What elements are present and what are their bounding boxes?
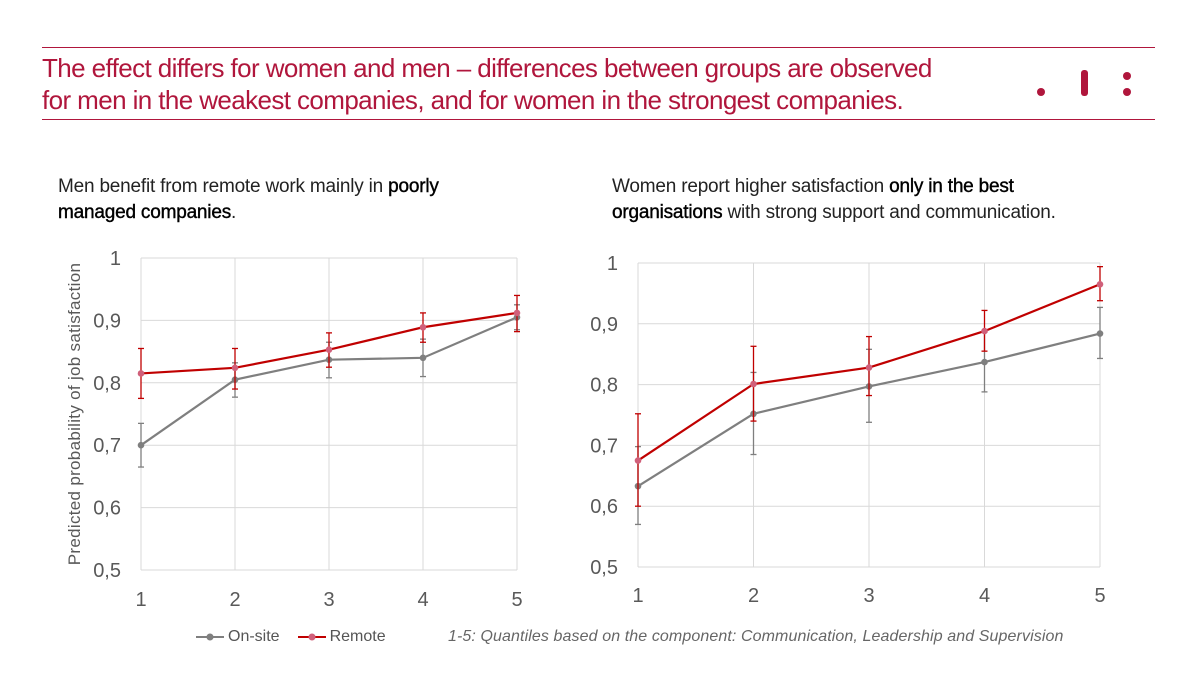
left-chart-subtitle: Men benefit from remote work mainly in p…: [58, 174, 528, 226]
data-point-remote: [981, 327, 988, 335]
page-title-line-2: for men in the weakest companies, and fo…: [42, 85, 904, 115]
data-point-onsite: [981, 358, 988, 366]
right-chart: 0,5 0,6 0,7 0,8 0,9 1 1 2 3 4 5: [590, 253, 1105, 607]
data-point-remote: [634, 457, 642, 464]
right-subtitle-end: with strong support and communication.: [722, 202, 1056, 223]
y-tick-label: 0,6: [590, 496, 618, 518]
page-title: The effect differs for women and men – d…: [42, 52, 1042, 116]
x-tick-label: 2: [229, 589, 240, 611]
right-subtitle-text: Women report higher satisfaction: [612, 176, 890, 197]
header-bottom-rule: [42, 119, 1155, 120]
data-point-remote: [513, 309, 521, 317]
y-tick-label: 0,8: [590, 375, 618, 397]
x-tick-label: 2: [748, 585, 759, 607]
y-tick-label: 1: [110, 248, 121, 270]
left-subtitle-emphasis-2: managed companies: [58, 202, 232, 223]
data-point-remote: [1096, 280, 1104, 288]
x-tick-label: 4: [979, 585, 990, 607]
y-tick-label: 0,7: [590, 435, 618, 457]
x-tick-label: 1: [632, 585, 643, 607]
legend: On-site Remote: [196, 628, 396, 646]
plot-grid: [140, 257, 518, 571]
right-subtitle-emphasis-2: organisations: [612, 202, 723, 223]
y-tick-label: 0,7: [93, 435, 121, 457]
left-subtitle-emphasis-1: poorly: [388, 176, 439, 197]
right-chart-subtitle: Women report higher satisfaction only in…: [612, 174, 1172, 226]
ibs-logo-icon: [1037, 70, 1131, 96]
legend-remote-swatch: [297, 633, 326, 641]
legend-onsite-label: On-site: [228, 628, 280, 645]
data-point-remote: [750, 380, 757, 388]
data-point-onsite: [419, 354, 427, 362]
data-point-onsite: [1096, 330, 1104, 337]
y-tick-label: 0,8: [93, 373, 121, 395]
left-subtitle-text: Men benefit from remote work mainly in: [58, 176, 389, 197]
legend-item-onsite: On-site: [196, 628, 280, 646]
data-point-onsite: [137, 441, 145, 449]
footnote: 1-5: Quantiles based on the component: C…: [448, 628, 1064, 645]
series-remote: [137, 294, 521, 400]
left-chart: 0,5 0,6 0,7 0,8 0,9 1 1 2 3 4 5 Predicted probabili…: [65, 248, 523, 611]
data-point-remote: [865, 364, 873, 371]
x-tick-label: 3: [323, 589, 334, 611]
x-tick-label: 4: [417, 589, 428, 611]
legend-remote-label: Remote: [329, 628, 386, 645]
y-tick-label: 0,9: [590, 314, 618, 336]
series-remote: [634, 265, 1104, 507]
data-point-remote: [137, 370, 145, 377]
x-tick-label: 1: [135, 589, 146, 611]
data-point-remote: [231, 364, 239, 372]
y-tick-label: 0,5: [590, 557, 618, 579]
x-tick-label: 5: [511, 589, 522, 611]
legend-item-remote: Remote: [297, 628, 386, 646]
legend-onsite-swatch: [196, 633, 224, 641]
header-top-rule: [42, 47, 1155, 48]
x-tick-label: 3: [863, 585, 874, 607]
y-tick-label: 0,9: [93, 310, 121, 332]
y-tick-label: 0,5: [93, 560, 121, 582]
left-subtitle-end: .: [231, 202, 237, 223]
y-tick-label: 0,6: [93, 498, 121, 520]
x-tick-label: 5: [1094, 585, 1105, 607]
right-subtitle-emphasis-1: only in the best: [889, 176, 1014, 197]
y-tick-label: 1: [607, 253, 618, 275]
data-point-remote: [325, 346, 333, 354]
data-point-remote: [419, 323, 427, 331]
y-axis-label: Predicted probability of job satisfactio…: [65, 263, 84, 565]
page-title-line-1: The effect differs for women and men – d…: [42, 53, 932, 83]
